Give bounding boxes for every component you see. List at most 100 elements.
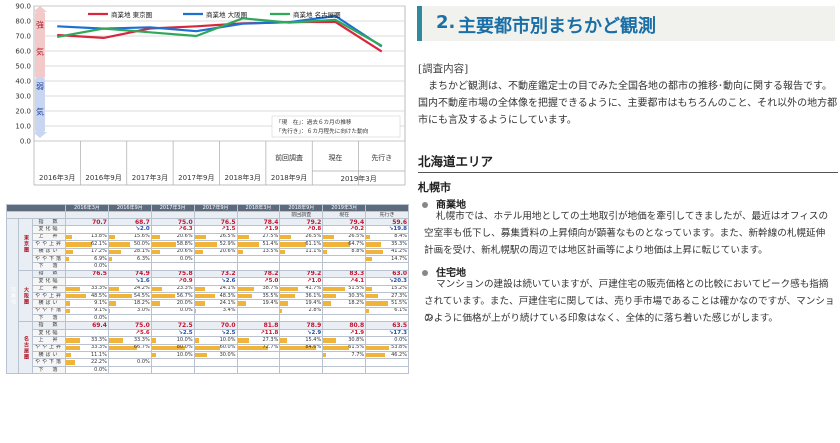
percent-text: 48.3% bbox=[219, 292, 236, 299]
percent-text: 35.3% bbox=[391, 240, 407, 247]
percent-cell bbox=[236, 314, 281, 323]
percent-text: 6.1% bbox=[394, 307, 407, 314]
table-subheader-cell bbox=[236, 211, 281, 219]
percent-cell: 8.8% bbox=[322, 247, 367, 256]
city-title: 札幌市 bbox=[418, 181, 451, 194]
change-value: ↗1.0 bbox=[279, 277, 324, 286]
index-value: 81.8 bbox=[236, 321, 281, 330]
percent-cell: 52.9% bbox=[193, 240, 238, 249]
line-chart-container: 0.0 10.0 20.0 30.0 40.0 50.0 60.0 70.0 80.0 90.0 強… bbox=[0, 0, 408, 188]
percent-text: 19.4% bbox=[262, 299, 279, 306]
percent-bar bbox=[280, 234, 292, 240]
percent-text: 24.2% bbox=[133, 285, 150, 292]
row-label: 上 昇 bbox=[32, 336, 66, 345]
percent-cell bbox=[193, 314, 238, 323]
percent-cell: 10.0% bbox=[193, 336, 238, 345]
percent-bar bbox=[280, 242, 306, 247]
percent-cell: 30.3% bbox=[322, 291, 367, 301]
percent-cell bbox=[236, 351, 281, 360]
percent-text: 35.5% bbox=[262, 292, 279, 299]
index-value: 79.4 bbox=[322, 217, 367, 227]
y-tick-label: 10.0 bbox=[15, 123, 31, 131]
percent-text: 30.8% bbox=[348, 336, 365, 343]
series-line bbox=[57, 20, 383, 53]
percent-text: 9.1% bbox=[94, 299, 107, 306]
percent-cell: 28.1% bbox=[107, 247, 152, 256]
percent-cell: 33.3% bbox=[107, 336, 152, 345]
table-row: やや下落 9.1% 3.0% 0.0% 3.4% 2.8% 6.1% bbox=[7, 306, 409, 316]
table-row: 下 落 0.0% bbox=[7, 314, 409, 323]
percent-cell: 23.3% bbox=[150, 284, 195, 293]
percent-cell: 0.0% bbox=[107, 358, 152, 367]
table-row: やや上昇 48.5% 54.5% 56.7% 48.3% 35.5% 36.1% 30.3% 2… bbox=[7, 291, 409, 301]
percent-bar bbox=[323, 293, 336, 299]
percent-bar bbox=[66, 301, 70, 306]
x-top-label: 現在 bbox=[328, 153, 342, 162]
percent-cell: 20.6% bbox=[150, 247, 195, 256]
table-header-blank bbox=[6, 211, 66, 219]
change-value bbox=[65, 225, 109, 234]
table-row: 大阪圏指 数 76.5 74.9 75.8 73.2 78.2 79.2 83.3 63.0 bbox=[7, 269, 409, 323]
percent-text: 61.5% bbox=[348, 344, 365, 351]
percent-cell: 64.7% bbox=[322, 240, 367, 249]
percent-cell: 84.6% bbox=[279, 343, 324, 353]
percent-bar bbox=[152, 293, 176, 299]
y-tick-label: 60.0 bbox=[15, 48, 31, 56]
percent-bar bbox=[280, 249, 286, 254]
change-value: ↗0.2 bbox=[322, 225, 367, 234]
percent-cell: 11.1% bbox=[279, 247, 324, 256]
table-header-row: 2016年3月 2016年9月 2017年3月 2017年9月 2018年3月 2018年… bbox=[6, 204, 409, 212]
percent-cell: 20.0% bbox=[150, 299, 195, 308]
table-subheader-row: 前回調査 現在 先行き bbox=[6, 211, 409, 219]
y-tick-label: 30.0 bbox=[15, 93, 31, 101]
section-header: 2. 主要都市別まちかど観測 bbox=[417, 6, 835, 41]
row-label: やや下落 bbox=[32, 306, 66, 316]
residential-label: 住宅地 bbox=[436, 268, 466, 279]
area-title: 北海道エリア bbox=[418, 151, 838, 173]
percent-cell bbox=[236, 262, 281, 271]
section-title: 主要都市別まちかど観測 bbox=[458, 16, 656, 37]
percent-text: 50.0% bbox=[133, 240, 150, 247]
data-table-container: 2016年3月 2016年9月 2017年3月 2017年9月 2018年3月 2018年… bbox=[6, 204, 409, 440]
percent-text: 27.3% bbox=[391, 292, 407, 299]
percent-cell: 10.0% bbox=[150, 336, 195, 345]
commercial-line-2: 空室率も低下し、募集賃料の上昇傾向が顕著なものとなっています。また、新幹線の札幌… bbox=[424, 228, 826, 239]
percent-text: 13.8% bbox=[90, 233, 107, 240]
percent-cell bbox=[193, 262, 238, 271]
survey-label: [調査内容] bbox=[418, 63, 469, 75]
city-label: 東京圏 bbox=[18, 218, 33, 271]
residential-heading: 住宅地 bbox=[422, 264, 466, 279]
percent-text: 66.7% bbox=[133, 344, 150, 351]
percent-text: 3.4% bbox=[222, 307, 236, 314]
percent-text: 0.0% bbox=[94, 263, 107, 270]
percent-bar bbox=[109, 308, 111, 314]
change-value: ↘1.6 bbox=[107, 277, 152, 286]
percent-cell bbox=[322, 358, 367, 367]
percent-cell: 19.4% bbox=[236, 299, 281, 308]
residential-line-2: されています。また、戸建住宅に関しては、売り手市場であることは確かなのですが、マ… bbox=[424, 296, 835, 324]
row-label: 横ばい bbox=[32, 247, 66, 256]
percent-cell: 7.7% bbox=[322, 351, 367, 360]
change-value bbox=[65, 277, 109, 286]
change-value: ↘19.8 bbox=[365, 225, 409, 234]
index-value: 63.0 bbox=[365, 269, 409, 279]
percent-bar bbox=[280, 293, 296, 299]
x-tick-label: 2016年3月 bbox=[39, 173, 75, 182]
note-line: 「現 在」：過去６カ月の推移 bbox=[276, 118, 352, 126]
percent-cell: 14.7% bbox=[365, 254, 409, 264]
percent-bar bbox=[366, 286, 373, 291]
percent-cell: 50.0% bbox=[107, 240, 152, 249]
percent-text: 7.7% bbox=[351, 351, 365, 358]
percent-cell: 54.5% bbox=[107, 291, 152, 301]
bullish-zone bbox=[35, 12, 45, 78]
table-subheader-cell: 前回調査 bbox=[279, 211, 324, 219]
percent-bar bbox=[109, 286, 119, 291]
percent-cell: 30.0% bbox=[193, 351, 238, 360]
percent-text: 51.5% bbox=[348, 285, 365, 292]
table-subheader-cell bbox=[193, 211, 238, 219]
percent-cell: 72.7% bbox=[236, 343, 281, 353]
index-value: 74.9 bbox=[107, 269, 152, 279]
percent-bar bbox=[237, 249, 244, 254]
table-row: やや上昇 33.3% 66.7% 80.0% 60.0% 72.7% 84.6% 61.5% 5… bbox=[7, 343, 409, 353]
percent-text: 46.2% bbox=[391, 351, 407, 358]
